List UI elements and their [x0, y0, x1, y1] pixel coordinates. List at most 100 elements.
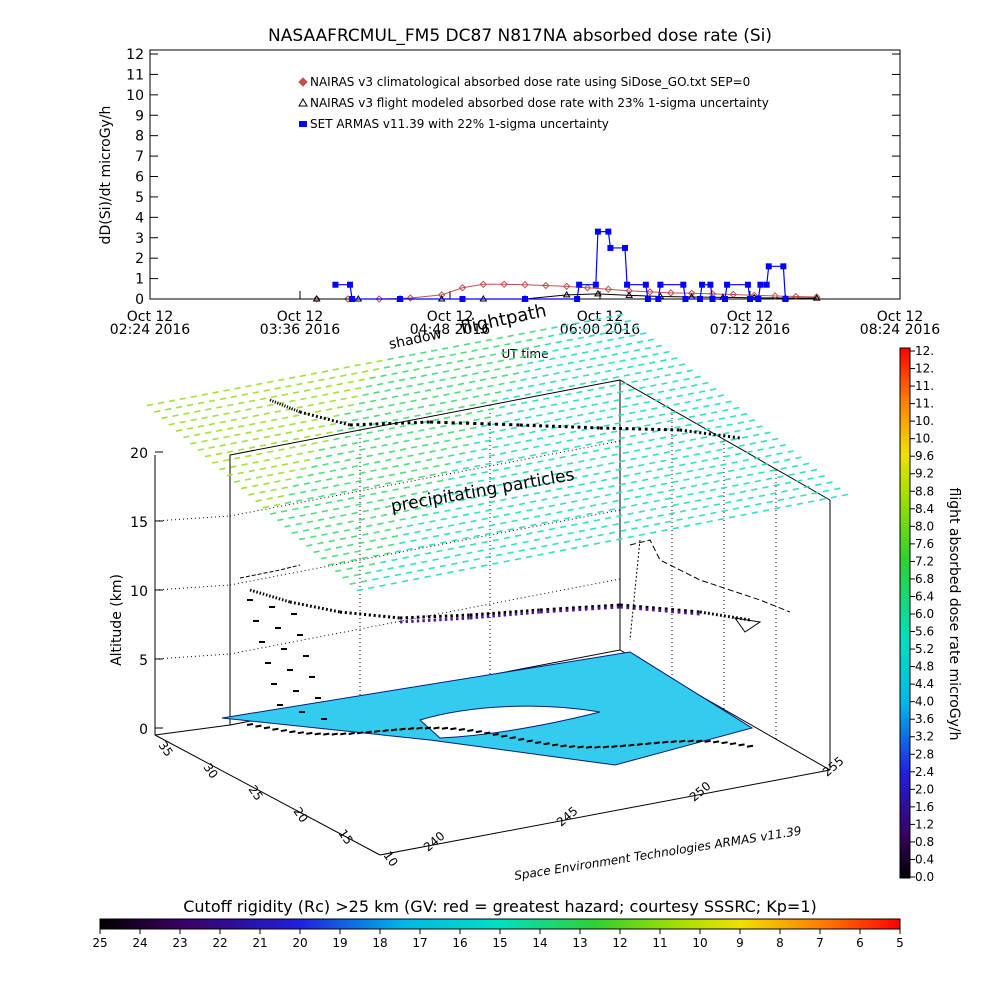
particle-mark [409, 376, 417, 380]
particle-mark [215, 452, 223, 456]
particle-mark [394, 573, 401, 577]
particle-mark [186, 403, 194, 407]
particle-mark [660, 359, 667, 362]
particle-mark [582, 544, 589, 548]
particle-mark [414, 483, 422, 487]
particle-mark [672, 526, 679, 530]
particle-mark [436, 549, 443, 553]
particle-mark [373, 507, 381, 511]
particle-mark [651, 407, 658, 410]
particle-mark [556, 363, 564, 367]
particle-mark [636, 340, 644, 344]
particle-mark [267, 403, 274, 407]
particle-mark [296, 429, 303, 432]
particle-mark [574, 344, 581, 348]
particle-mark [270, 395, 278, 399]
particle-mark [737, 421, 744, 425]
particle-mark [288, 376, 296, 380]
particle-mark [643, 400, 650, 404]
particle-mark [407, 431, 414, 434]
particle-mark [398, 564, 405, 568]
particle-mark [447, 570, 454, 574]
particle-mark [462, 513, 470, 517]
floor-front-right [379, 769, 831, 856]
particle-mark [212, 437, 219, 441]
particle-mark [362, 509, 369, 513]
particle-mark [622, 350, 629, 354]
particle-mark [511, 449, 518, 453]
particle-mark [205, 407, 212, 411]
particle-mark [392, 511, 399, 515]
particle-mark [808, 500, 815, 504]
y-tick-label: 10 [126, 88, 144, 104]
colorbar-tick-label: 8 [776, 936, 784, 950]
particle-mark [380, 537, 387, 540]
particle-mark [761, 462, 768, 466]
particle-mark [684, 400, 691, 404]
particle-mark [583, 374, 590, 377]
particle-mark [433, 441, 440, 445]
colorbar-tick-label: 6.0 [915, 607, 934, 621]
particle-mark [638, 363, 645, 367]
particle-mark [612, 476, 619, 480]
particle-mark [172, 414, 179, 418]
particle-mark [624, 396, 632, 400]
y-tick-label: 6 [135, 170, 144, 186]
particle-mark [322, 463, 329, 466]
particle-mark [285, 431, 292, 435]
series-point [697, 296, 703, 302]
particle-mark [565, 415, 573, 419]
particle-mark [439, 564, 447, 568]
particle-mark [740, 412, 748, 416]
drop-line [629, 539, 641, 641]
particle-mark [615, 445, 622, 448]
particle-mark [640, 409, 647, 413]
particle-mark [725, 501, 732, 504]
particle-mark [507, 458, 514, 461]
particle-mark [347, 403, 355, 407]
particle-mark [751, 511, 758, 515]
particle-mark [500, 351, 508, 355]
particle-mark [469, 403, 476, 407]
particle-mark [695, 398, 702, 402]
particle-mark [307, 403, 314, 407]
particle-mark [644, 423, 651, 427]
particle-mark [396, 456, 403, 460]
particle-mark [248, 399, 256, 403]
shadow-mark [662, 740, 669, 744]
dose-rate-colorbar-label: flight absorbed dose rate microGy/h [946, 488, 962, 741]
particle-mark [803, 462, 810, 466]
series-line-2 [335, 231, 787, 300]
particle-mark [179, 420, 186, 424]
particle-mark [657, 390, 665, 394]
particle-mark [219, 467, 226, 471]
particle-mark [517, 409, 524, 413]
x-tick-label: 08:24 2016 [860, 322, 941, 338]
particle-mark [526, 555, 533, 559]
particle-mark [267, 450, 274, 454]
particle-mark [259, 490, 266, 494]
particle-mark [317, 518, 325, 522]
particle-mark [395, 526, 403, 530]
legend-label: NAIRAS v3 flight modeled absorbed dose r… [310, 96, 769, 110]
particle-mark [717, 517, 725, 521]
particle-mark [552, 542, 559, 546]
particle-mark [201, 393, 208, 396]
particle-mark [344, 389, 351, 392]
shadow-mark [611, 745, 618, 748]
particle-mark [681, 432, 689, 435]
particle-mark [558, 432, 566, 436]
particle-mark [691, 507, 698, 511]
particle-mark [285, 454, 292, 458]
particle-mark [678, 440, 685, 444]
particle-mark [383, 575, 390, 579]
particle-mark [654, 398, 661, 402]
particle-mark [329, 376, 336, 380]
particle-mark [373, 437, 381, 441]
series-point [765, 263, 772, 270]
particle-mark [205, 431, 212, 435]
particle-mark [657, 491, 664, 494]
flight-tracks [239, 398, 791, 641]
particle-mark [318, 424, 326, 428]
particle-mark [201, 416, 208, 420]
